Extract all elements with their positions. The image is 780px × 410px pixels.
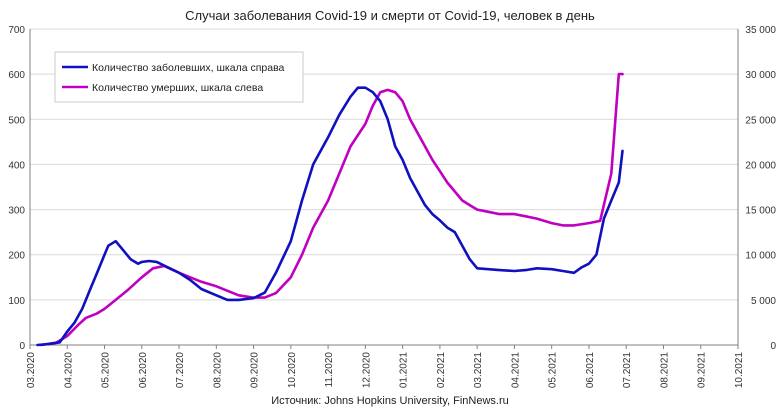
x-tick-label: 09.2021 <box>697 352 708 389</box>
x-tick-label: 08.2020 <box>212 352 223 389</box>
x-tick-label: 07.2020 <box>175 352 186 389</box>
right-axis-ticks: 0 5 000 10 000 15 000 20 000 25 000 30 000 35 0… <box>745 25 776 352</box>
left-axis-ticks: 0 100 200 300 400 500 600 700 <box>8 25 25 352</box>
x-tick-label: 01.2021 <box>399 352 410 389</box>
x-tick-label: 10.2020 <box>287 352 298 389</box>
y-right-tick-label: 35 000 <box>745 25 776 36</box>
legend-label-cases: Количество заболевших, шкала справа <box>92 62 285 74</box>
y-left-tick-label: 0 <box>19 341 25 352</box>
x-tick-label: 05.2020 <box>101 352 112 389</box>
y-right-tick-label: 10 000 <box>745 251 776 262</box>
y-left-tick-label: 700 <box>8 25 25 36</box>
x-tick-label: 03.2020 <box>26 352 37 389</box>
y-right-tick-label: 15 000 <box>745 206 776 217</box>
y-right-tick-label: 5 000 <box>751 296 776 307</box>
x-tick-label: 04.2021 <box>510 352 521 389</box>
series-lines <box>36 72 624 347</box>
x-axis-ticks: 03.2020 04.2020 05.2020 06.2020 07.2020 08.20… <box>26 345 745 388</box>
x-tick-label: 06.2021 <box>585 352 596 389</box>
y-right-tick-label: 25 000 <box>745 115 776 126</box>
legend-box <box>54 51 304 103</box>
y-left-tick-label: 500 <box>8 115 25 126</box>
y-right-tick-label: 20 000 <box>745 160 776 171</box>
x-tick-label: 04.2020 <box>63 352 74 389</box>
y-left-tick-label: 300 <box>8 206 25 217</box>
legend-label-deaths: Количество умерших, шкала слева <box>92 82 263 94</box>
x-tick-label: 12.2020 <box>361 352 372 389</box>
y-right-tick-label: 30 000 <box>745 70 776 81</box>
x-tick-label: 10.2021 <box>734 352 745 389</box>
source-note: Источник: Johns Hopkins University, FinN… <box>271 395 508 407</box>
y-left-tick-label: 200 <box>8 251 25 262</box>
y-left-tick-label: 400 <box>8 160 25 171</box>
y-left-tick-label: 600 <box>8 70 25 81</box>
x-tick-label: 06.2020 <box>138 352 149 389</box>
x-tick-label: 03.2021 <box>473 352 484 389</box>
x-tick-label: 07.2021 <box>622 352 633 389</box>
chart-title: Случаи заболевания Covid-19 и смерти от … <box>185 8 595 23</box>
x-tick-label: 05.2021 <box>548 352 559 389</box>
x-tick-label: 09.2020 <box>250 352 261 389</box>
x-tick-label: 02.2021 <box>436 352 447 389</box>
series-line-deaths <box>39 72 624 347</box>
y-right-tick-label: 0 <box>770 341 776 352</box>
x-tick-label: 11.2020 <box>324 352 335 388</box>
y-left-tick-label: 100 <box>8 296 25 307</box>
series-line-cases <box>36 86 624 347</box>
legend: Количество заболевших, шкала справа Коли… <box>54 51 304 103</box>
x-tick-label: 08.2021 <box>659 352 670 389</box>
